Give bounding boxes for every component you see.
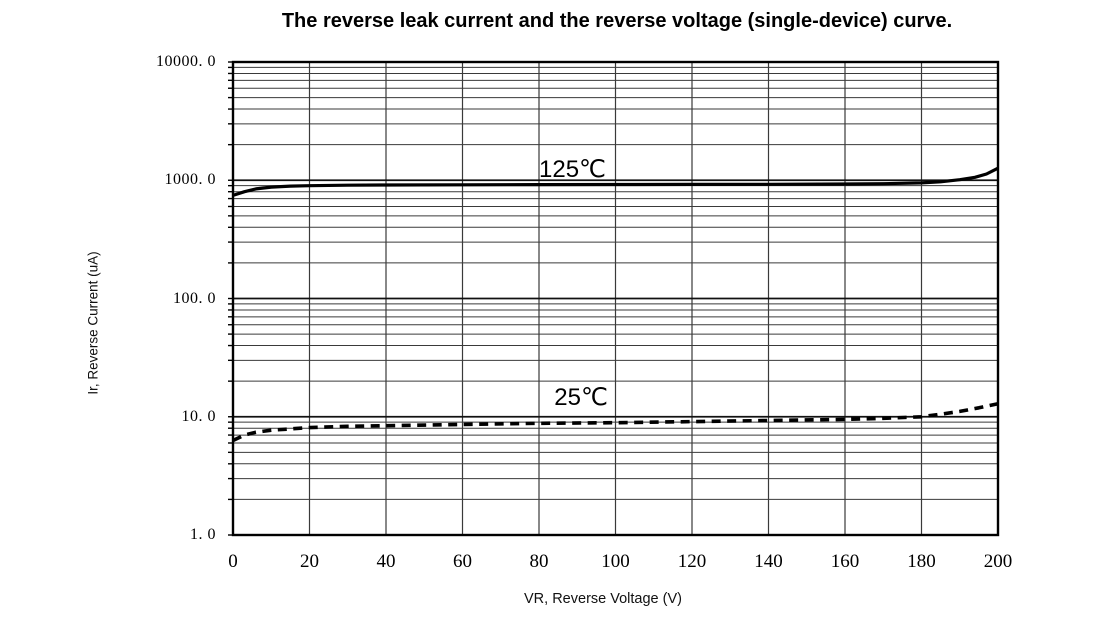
series-line-125c <box>232 166 999 197</box>
y-tick-label: 10. 0 <box>181 407 216 425</box>
x-tick-label: 180 <box>907 551 936 572</box>
x-tick-label: 100 <box>601 551 630 572</box>
x-tick-label: 160 <box>830 551 860 572</box>
x-tick-label: 0 <box>228 551 238 572</box>
x-tick-label: 200 <box>983 551 1013 572</box>
x-tick-label: 40 <box>376 551 396 572</box>
y-tick-label: 10000. 0 <box>156 53 216 70</box>
x-tick-label: 20 <box>300 551 319 572</box>
y-tick-label: 1. 0 <box>190 526 216 543</box>
plot-border <box>231 60 1000 537</box>
curve-label-125c: 125℃ <box>539 155 606 183</box>
curve-label-25c: 25℃ <box>554 383 608 411</box>
x-tick-label: 120 <box>677 551 707 572</box>
series-line-25c <box>232 401 999 443</box>
x-tick-label: 80 <box>529 551 549 572</box>
x-tick-label: 140 <box>754 551 783 572</box>
y-tick-label: 100. 0 <box>173 289 216 307</box>
y-tick-label: 1000. 0 <box>164 171 216 189</box>
x-tick-label: 60 <box>453 551 472 572</box>
chart-title: The reverse leak current and the reverse… <box>281 10 953 32</box>
x-axis-title: VR, Reverse Voltage (V) <box>524 591 682 607</box>
